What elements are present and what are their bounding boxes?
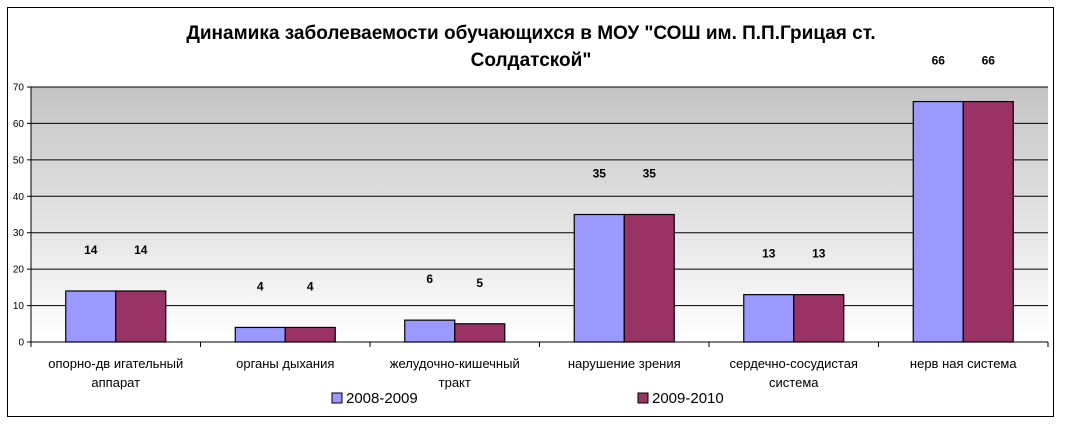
y-tick-label: 20 bbox=[13, 265, 25, 276]
bar bbox=[623, 213, 675, 343]
legend-swatch bbox=[331, 392, 343, 404]
data-label: 13 bbox=[762, 247, 776, 261]
y-tick-label: 30 bbox=[13, 228, 25, 239]
data-label: 4 bbox=[257, 279, 264, 293]
y-tick-label: 0 bbox=[18, 338, 24, 349]
y-tick-label: 70 bbox=[13, 83, 25, 94]
data-label: 4 bbox=[307, 279, 314, 293]
plot-area bbox=[31, 87, 1048, 342]
y-tick-label: 10 bbox=[13, 301, 25, 312]
legend-label: 2008-2009 bbox=[346, 390, 418, 407]
data-label: 35 bbox=[593, 167, 607, 181]
data-label: 14 bbox=[134, 243, 148, 257]
bar bbox=[793, 294, 845, 343]
x-tick-label: нарушение зрения bbox=[568, 356, 681, 371]
y-tick-label: 40 bbox=[13, 192, 25, 203]
bar bbox=[743, 294, 795, 343]
x-tick-label: желудочно-кишечный тракт bbox=[390, 356, 520, 390]
bar bbox=[912, 100, 964, 343]
chart-title-line2: Солдатской" bbox=[471, 50, 592, 71]
legend-entry: 2009-2010 bbox=[637, 390, 724, 407]
bar bbox=[234, 326, 286, 343]
bar bbox=[573, 213, 625, 343]
data-label: 35 bbox=[643, 167, 657, 181]
legend-label: 2009-2010 bbox=[652, 390, 724, 407]
y-tick-label: 50 bbox=[13, 155, 25, 166]
data-label: 66 bbox=[932, 54, 946, 68]
bar bbox=[284, 326, 336, 343]
data-label: 5 bbox=[476, 276, 483, 290]
bar bbox=[404, 319, 456, 343]
chart-title-line1: Динамика заболеваемости обучающихся в МО… bbox=[186, 23, 875, 44]
data-label: 66 bbox=[982, 54, 996, 68]
bar bbox=[65, 290, 117, 343]
data-label: 13 bbox=[812, 247, 826, 261]
x-tick-label: органы дыхания bbox=[236, 356, 334, 371]
bar bbox=[962, 100, 1014, 343]
data-label: 14 bbox=[84, 243, 98, 257]
x-tick-label: нерв ная система bbox=[910, 356, 1017, 371]
data-label: 6 bbox=[426, 272, 433, 286]
legend-swatch bbox=[637, 392, 649, 404]
x-tick-label: сердечно-сосудистая система bbox=[730, 356, 858, 390]
bar bbox=[115, 290, 167, 343]
legend-entry: 2008-2009 bbox=[331, 390, 418, 407]
y-tick-label: 60 bbox=[13, 119, 25, 130]
x-tick-label: опорно-дв игательный аппарат bbox=[48, 356, 183, 390]
bar bbox=[454, 323, 506, 343]
